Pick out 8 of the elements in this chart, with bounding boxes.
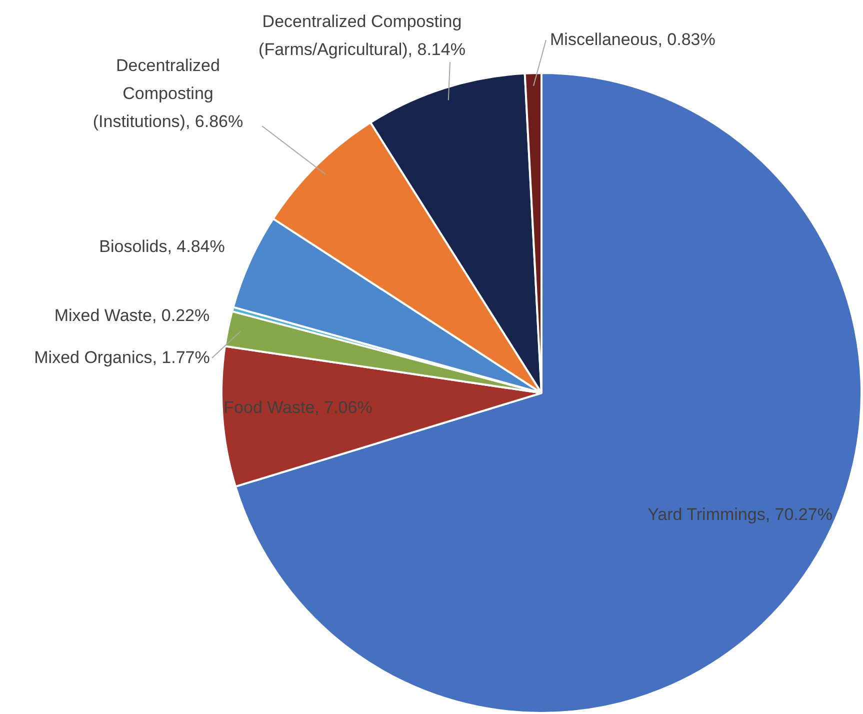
slice-label: Decentralized Composting (Farms/Agricultural), 8.14% xyxy=(258,11,466,61)
slice-label: Mixed Waste, 0.22% xyxy=(53,305,211,327)
slice-label: Food Waste, 7.06% xyxy=(222,397,374,419)
slice-label: Mixed Organics, 1.77% xyxy=(33,347,211,369)
slice-label: Decentralized Composting (Institutions), 6.86% xyxy=(92,55,244,133)
slice-label: Biosolids, 4.84% xyxy=(98,236,226,258)
slice-label: Yard Trimmings, 70.27% xyxy=(646,504,834,526)
slice-label: Miscellaneous, 0.83% xyxy=(550,29,716,51)
